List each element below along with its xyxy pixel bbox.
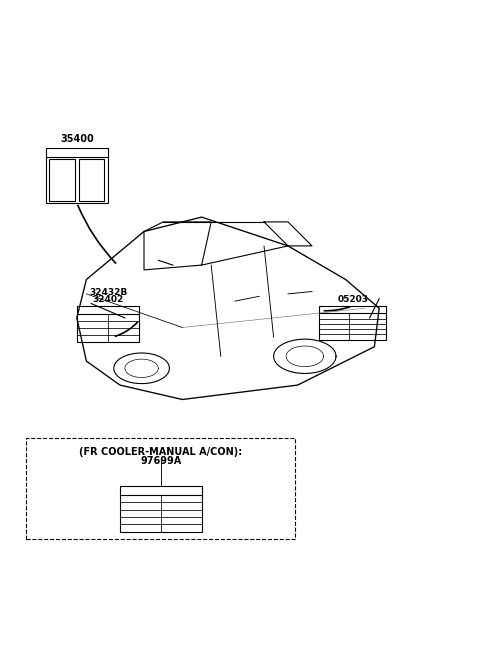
Text: 05203: 05203 [337, 295, 368, 303]
Text: (FR COOLER-MANUAL A/CON):: (FR COOLER-MANUAL A/CON): [79, 447, 242, 457]
Bar [26, 438, 295, 538]
Text: 32402: 32402 [92, 295, 124, 303]
Bar [77, 306, 139, 342]
Text: 97699A: 97699A [140, 456, 181, 466]
Bar [46, 147, 108, 202]
Bar [319, 306, 386, 339]
Bar [120, 486, 202, 531]
Text: 32432B: 32432B [89, 288, 127, 297]
Text: 35400: 35400 [60, 134, 94, 143]
Bar [79, 159, 104, 201]
Bar [49, 159, 75, 201]
